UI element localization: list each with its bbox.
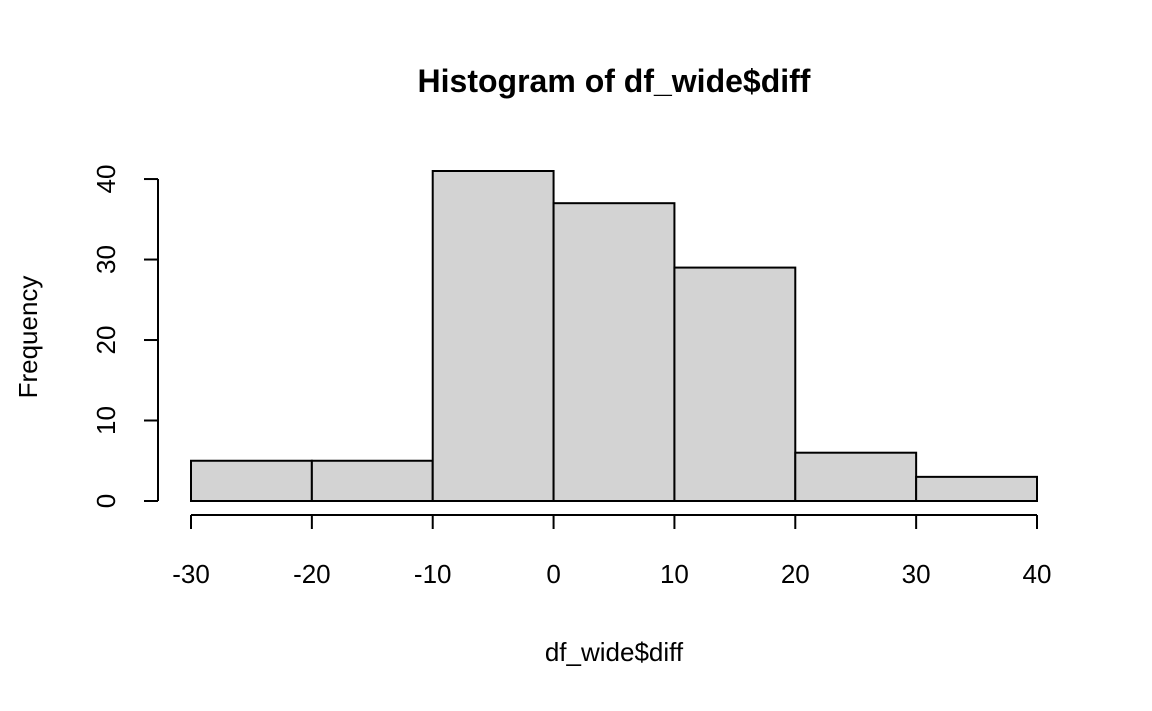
histogram-bar — [190, 459, 313, 503]
x-tick-label: -20 — [293, 559, 331, 589]
x-tick-label: -10 — [414, 559, 452, 589]
y-tick-label: 10 — [91, 406, 121, 435]
histogram-bar — [552, 202, 676, 502]
x-tick-label: 30 — [902, 559, 931, 589]
x-axis-label: df_wide$diff — [545, 637, 684, 667]
histogram-bar — [431, 170, 555, 502]
x-tick-label: 20 — [781, 559, 810, 589]
y-axis-label: Frequency — [13, 276, 43, 399]
y-tick-label: 20 — [91, 326, 121, 355]
chart-title: Histogram of df_wide$diff — [418, 63, 811, 99]
histogram-bar — [915, 475, 1039, 503]
x-axis: -30 -20 -10 0 10 20 30 40 — [172, 514, 1052, 589]
histogram-bar — [794, 451, 918, 502]
x-tick-label: -30 — [172, 559, 210, 589]
y-axis: 0 10 20 30 40 — [91, 165, 159, 508]
y-tick-label: 30 — [91, 245, 121, 274]
y-tick-label: 40 — [91, 165, 121, 194]
bars-group — [190, 170, 1039, 503]
x-tick-label: 0 — [546, 559, 560, 589]
y-tick-label: 0 — [91, 494, 121, 508]
histogram-bar — [673, 266, 797, 502]
x-tick-label: 10 — [660, 559, 689, 589]
x-tick-label: 40 — [1023, 559, 1052, 589]
histogram-bar — [310, 459, 434, 503]
